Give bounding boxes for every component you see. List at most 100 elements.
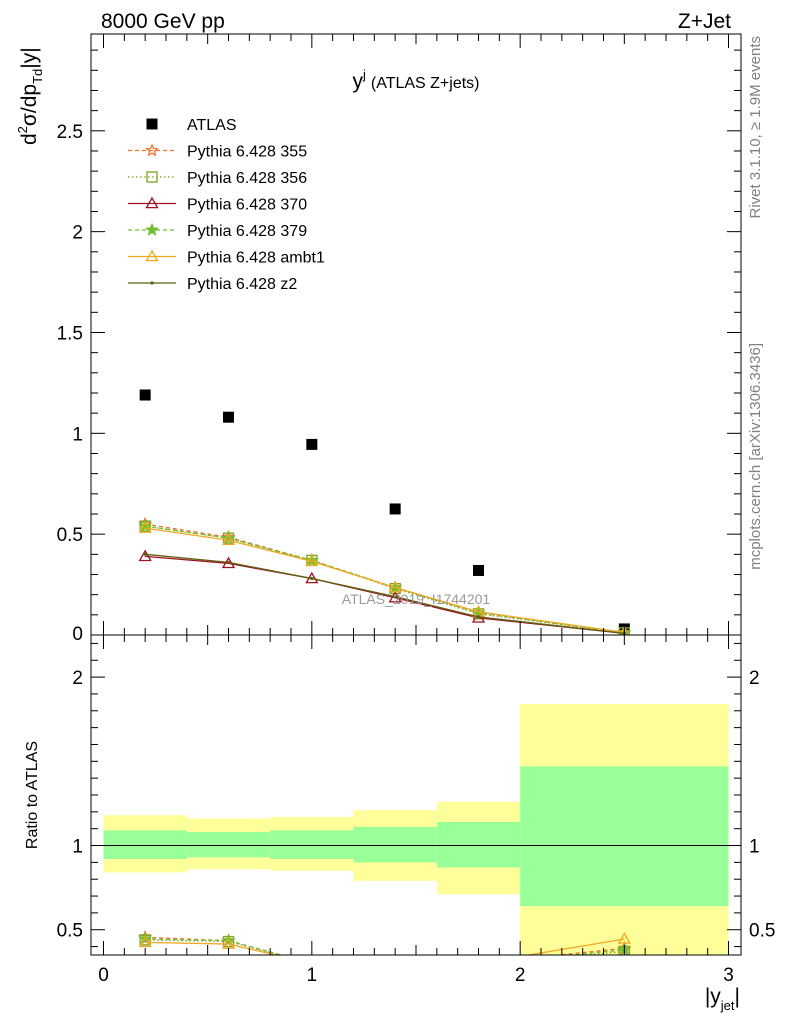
main-panel-title: yj (ATLAS Z+jets) [352, 67, 479, 93]
main-panel-title-rest: (ATLAS Z+jets) [371, 75, 480, 92]
uncertainty-band-green [520, 766, 729, 907]
legend: ATLAS Pythia 6.428 355 Pythia 6.428 356 Pyt… [128, 117, 325, 293]
main-panel-ticks: 0.5 1 1.5 2 2.5 0 [57, 34, 741, 645]
main-panel-marks [138, 389, 632, 635]
legend-label-atlas: ATLAS [187, 117, 237, 134]
legend-label-p370: Pythia 6.428 370 [187, 197, 307, 214]
legend-item-p355: Pythia 6.428 355 [128, 143, 307, 161]
uncertainty-band-green [103, 830, 187, 859]
ratio-point-p379 [221, 933, 236, 947]
legend-marker-z2 [150, 281, 154, 285]
legend-item-p370: Pythia 6.428 370 [128, 197, 307, 214]
ratio-line-ambt1 [145, 938, 625, 955]
series-ambt1 [138, 521, 630, 635]
point-z2 [143, 552, 147, 556]
legend-label-p355: Pythia 6.428 355 [187, 144, 307, 161]
rivet-version-label: Rivet 3.1.10, ≥ 1.9M events [747, 36, 764, 219]
legend-item-ambt1: Pythia 6.428 ambt1 [128, 250, 325, 267]
xlabel-y: |y [705, 985, 721, 1008]
legend-label-z2: Pythia 6.428 z2 [187, 276, 297, 293]
ratio-panel-x-axis-title: |yjet| [705, 985, 740, 1013]
ratio-y-tick-label-right: 0.5 [749, 921, 775, 942]
legend-marker-atlas [146, 118, 158, 130]
point-p379 [304, 552, 319, 567]
y-tick-label: 0.5 [57, 525, 83, 546]
ratio-y-tick-label-right: 1 [749, 837, 760, 858]
point-z2 [310, 576, 314, 581]
series-line-p355 [145, 523, 625, 634]
point-atlas [139, 389, 151, 401]
main-panel: 0.511.522.50 yj(ATLAS Z+jets) d2σ/dpTd|y… [15, 33, 742, 645]
ratio-y-tick-label: 2 [72, 668, 83, 689]
ylabel-sup-2: 2 [15, 126, 30, 133]
point-ambt1 [138, 521, 152, 533]
ylabel-sigma-dp: σ/dp [18, 84, 41, 126]
ratio-y-tick-label: 0.5 [57, 921, 83, 942]
y-tick-label: 2 [72, 223, 83, 244]
xlabel-sub-jet: jet [720, 998, 735, 1013]
point-z2 [476, 615, 481, 619]
legend-marker-p379 [144, 222, 160, 236]
series-line-p356 [145, 525, 625, 634]
ratio-panel-y-axis-title: Ratio to ATLAS [24, 741, 41, 849]
y-tick-label: 1.5 [57, 323, 83, 344]
series-line-z2 [145, 553, 625, 635]
ratio-point-ambt1 [617, 932, 631, 944]
legend-item-p379: Pythia 6.428 379 [128, 222, 307, 240]
x-tick-label: 2 [515, 965, 526, 986]
ratio-y-tick-label-right: 2 [749, 668, 760, 689]
main-panel-title-sup: j [362, 67, 366, 82]
point-atlas [473, 564, 484, 576]
legend-marker-p356 [146, 171, 158, 183]
point-ambt1 [221, 533, 236, 545]
point-p370 [138, 549, 152, 562]
xlabel-bar: | [735, 985, 740, 1008]
ratio-panel-ticks: 0.5 0.5 1 1 2 2 0 1 2 3 [57, 635, 775, 986]
legend-marker-p370 [145, 196, 159, 209]
x-tick-label: 0 [98, 965, 109, 986]
point-ambt1 [305, 554, 319, 567]
series-z2 [143, 552, 626, 635]
legend-label-p379: Pythia 6.428 379 [187, 223, 307, 240]
legend-label-p356: Pythia 6.428 356 [187, 170, 307, 187]
main-panel-y-axis-title: d2σ/dpTd|y| [15, 47, 45, 145]
point-atlas [223, 411, 234, 423]
uncertainty-band-green [353, 827, 437, 863]
point-ambt1 [388, 580, 402, 593]
ratio-point-p379 [138, 931, 153, 945]
point-z2 [226, 560, 231, 564]
series-line-p379 [145, 525, 625, 634]
ratio-point-ambt1 [138, 935, 152, 948]
main-panel-title-main: y [352, 70, 363, 93]
ratio-panel-bands [103, 704, 729, 955]
uncertainty-band-green [436, 821, 521, 868]
analysis-watermark: ATLAS_2019_I1744201 [342, 591, 491, 607]
ylabel-d: d [18, 133, 41, 145]
legend-marker-p355 [144, 143, 160, 157]
ylabel-sub-td: Td [30, 69, 45, 84]
y-tick-label: 1 [72, 424, 83, 445]
legend-item-p356: Pythia 6.428 356 [128, 170, 307, 187]
ratio-y-tick-label: 1 [72, 837, 83, 858]
x-tick-label: 1 [307, 965, 318, 986]
mcplots-source-label: mcplots.cern.ch [arXiv:1306.3436] [747, 343, 764, 570]
ylabel-abs-y: |y| [18, 47, 41, 68]
ratio-panel: 0.5 0.5 1 1 2 2 0 1 2 3 Ratio to ATLAS |yjet| [24, 634, 775, 1013]
uncertainty-band-green [270, 830, 354, 859]
legend-marker-ambt1 [145, 249, 159, 262]
header-energy-label: 8000 GeV pp [101, 10, 225, 33]
ratio-line-p356 [145, 939, 625, 955]
x-tick-label: 3 [723, 965, 734, 986]
legend-item-atlas: ATLAS [146, 117, 237, 134]
point-ambt1 [618, 625, 630, 635]
legend-label-ambt1: Pythia 6.428 ambt1 [187, 250, 325, 267]
point-atlas [306, 438, 318, 450]
point-atlas [389, 503, 401, 515]
header-process-label: Z+Jet [678, 10, 731, 33]
series-line-ambt1 [145, 527, 625, 634]
uncertainty-band-green [186, 832, 271, 858]
y-tick-label: 2.5 [57, 122, 83, 143]
y-tick-label-zero: 0 [72, 624, 83, 645]
point-z2 [393, 595, 397, 599]
